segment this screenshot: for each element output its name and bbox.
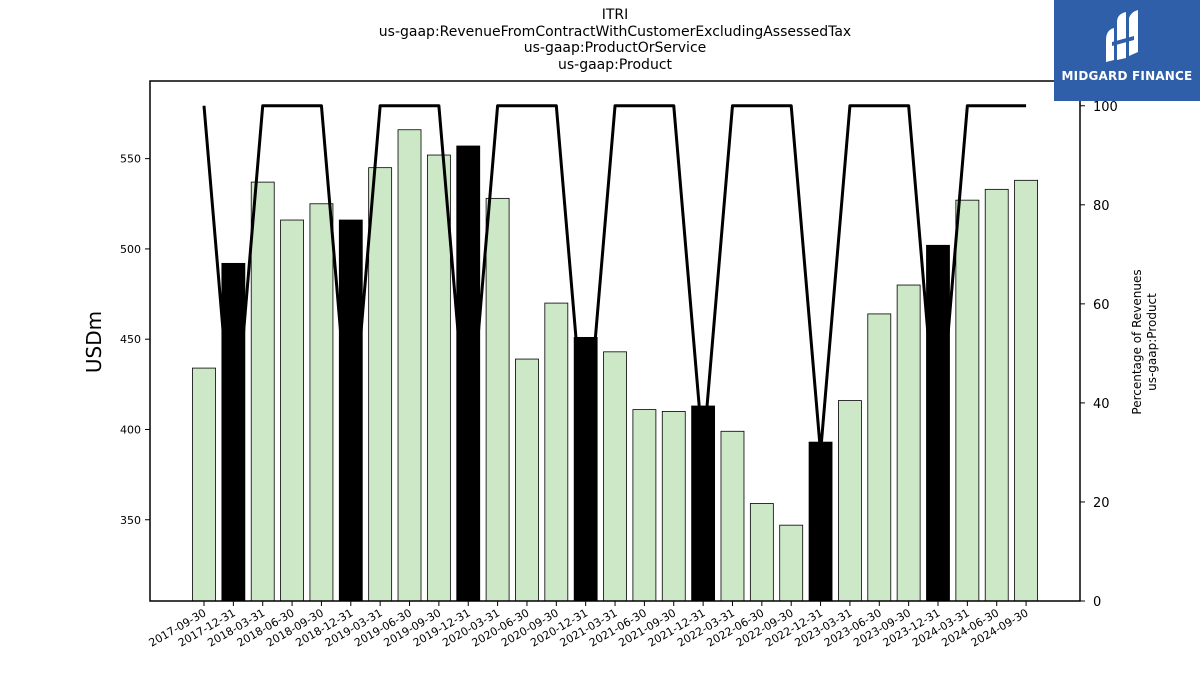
bar [955, 199, 980, 602]
bar [250, 181, 275, 602]
bar [603, 351, 627, 602]
y-axis-label: USDm [82, 310, 106, 374]
bar [485, 197, 510, 602]
bar [192, 367, 216, 602]
y-tick-label: 350 [120, 514, 141, 527]
y2-tick-label: 80 [1093, 199, 1110, 214]
bar [984, 188, 1009, 602]
bar [661, 411, 686, 602]
bar [749, 503, 774, 602]
chart-title-line-3: us-gaap:ProductOrService [523, 40, 707, 56]
y-tick-label: 500 [120, 243, 141, 256]
brand-name: MIDGARD FINANCE [1061, 69, 1193, 83]
bar [221, 262, 246, 602]
bar [838, 400, 862, 602]
bar [808, 441, 833, 602]
y2-axis-label-line-1: Percentage of Revenues [1130, 269, 1144, 415]
bar [867, 313, 892, 602]
bar [779, 524, 804, 602]
bar [397, 129, 422, 602]
y2-tick-label: 0 [1093, 595, 1101, 610]
bar [368, 167, 393, 602]
bar [926, 244, 950, 602]
bar [515, 358, 539, 602]
bar [896, 284, 921, 602]
brand-logo: MIDGARD FINANCE [1054, 0, 1200, 101]
y2-tick-label: 40 [1093, 397, 1110, 412]
bar [309, 203, 334, 602]
bar [720, 430, 745, 602]
y-tick-label: 550 [120, 153, 141, 166]
y2-axis-label-line-2: us-gaap:Product [1145, 293, 1159, 391]
logo-mark-icon [1106, 10, 1138, 62]
bar [280, 219, 304, 602]
chart-title-line-2: us-gaap:RevenueFromContractWithCustomerE… [378, 24, 852, 40]
bar [1014, 179, 1038, 602]
bar [426, 154, 451, 602]
bar [632, 409, 657, 602]
chart-title-line-4: us-gaap:Product [557, 57, 673, 73]
y2-tick-label: 60 [1093, 298, 1110, 313]
bar [544, 302, 569, 602]
percentage-line [202, 104, 1027, 454]
y2-tick-label: 20 [1093, 496, 1110, 511]
y2-tick-label: 100 [1093, 100, 1118, 115]
y-tick-label: 400 [120, 423, 141, 436]
y-tick-label: 450 [120, 333, 141, 346]
y2-axis-label: Percentage of Revenues us-gaap:Product [1130, 269, 1160, 414]
chart-title-line-1: ITRI [601, 7, 629, 23]
bar [338, 219, 363, 602]
bar [573, 336, 598, 602]
